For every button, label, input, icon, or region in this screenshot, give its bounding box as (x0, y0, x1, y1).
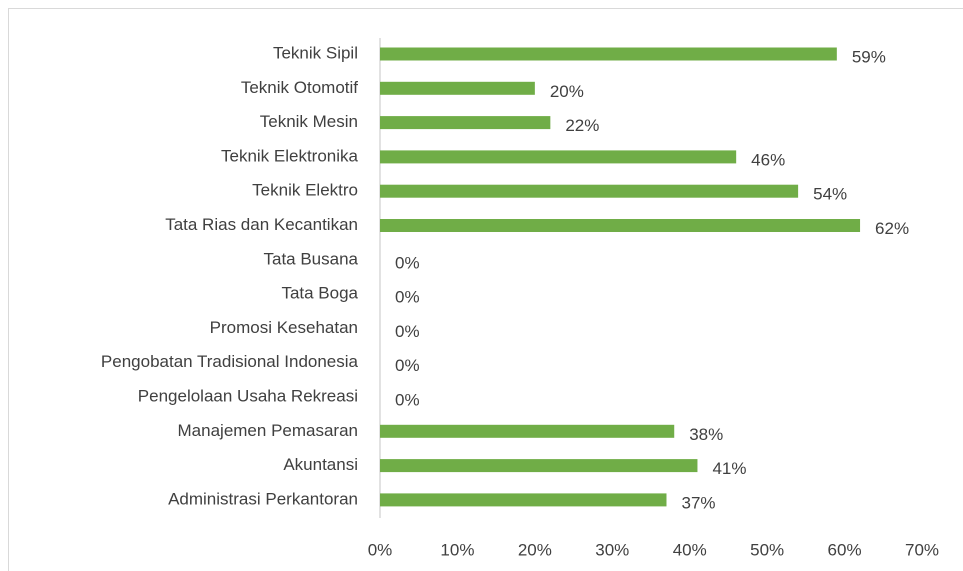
x-tick-label: 20% (518, 540, 552, 559)
data-label: 38% (689, 425, 723, 444)
data-label: 0% (395, 322, 420, 341)
bar (380, 150, 737, 164)
bar (380, 493, 667, 507)
y-tick-label: Teknik Elektro (252, 181, 358, 200)
bar (380, 424, 675, 438)
data-label: 46% (751, 150, 785, 169)
y-tick-label: Pengelolaan Usaha Rekreasi (138, 386, 358, 405)
x-tick-label: 40% (673, 540, 707, 559)
y-tick-label: Teknik Mesin (260, 112, 358, 131)
x-tick-label: 0% (368, 540, 393, 559)
data-label: 54% (813, 185, 847, 204)
y-tick-label: Teknik Sipil (273, 43, 358, 62)
data-label: 41% (712, 459, 746, 478)
bar (380, 184, 799, 198)
x-tick-label: 10% (440, 540, 474, 559)
data-label: 20% (550, 82, 584, 101)
x-tick-label: 70% (905, 540, 939, 559)
bar (380, 47, 837, 61)
bar (380, 219, 861, 232)
data-label: 22% (565, 116, 599, 135)
data-label: 0% (395, 356, 420, 375)
data-label: 0% (395, 288, 420, 307)
data-label: 62% (875, 219, 909, 238)
data-label: 0% (395, 253, 420, 272)
bar (380, 116, 551, 130)
y-tick-label: Teknik Otomotif (241, 78, 358, 97)
data-label: 59% (852, 47, 886, 66)
bar (380, 459, 698, 473)
y-tick-label: Administrasi Perkantoran (168, 489, 358, 508)
y-tick-label: Teknik Elektronika (221, 146, 359, 165)
chart-frame (8, 8, 963, 571)
data-label: 0% (395, 390, 420, 409)
bar (380, 81, 535, 95)
y-tick-label: Akuntansi (283, 455, 358, 474)
y-tick-label: Tata Boga (281, 284, 358, 303)
data-label: 37% (681, 493, 715, 512)
x-tick-label: 30% (595, 540, 629, 559)
y-tick-label: Pengobatan Tradisional Indonesia (101, 352, 359, 371)
x-tick-label: 60% (828, 540, 862, 559)
y-tick-label: Manajemen Pemasaran (178, 421, 358, 440)
y-tick-label: Tata Rias dan Kecantikan (165, 215, 358, 234)
y-tick-label: Promosi Kesehatan (210, 318, 358, 337)
x-tick-label: 50% (750, 540, 784, 559)
y-tick-label: Tata Busana (263, 249, 358, 268)
